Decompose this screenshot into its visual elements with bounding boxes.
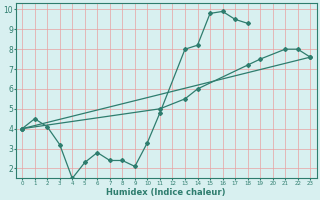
X-axis label: Humidex (Indice chaleur): Humidex (Indice chaleur) [107,188,226,197]
